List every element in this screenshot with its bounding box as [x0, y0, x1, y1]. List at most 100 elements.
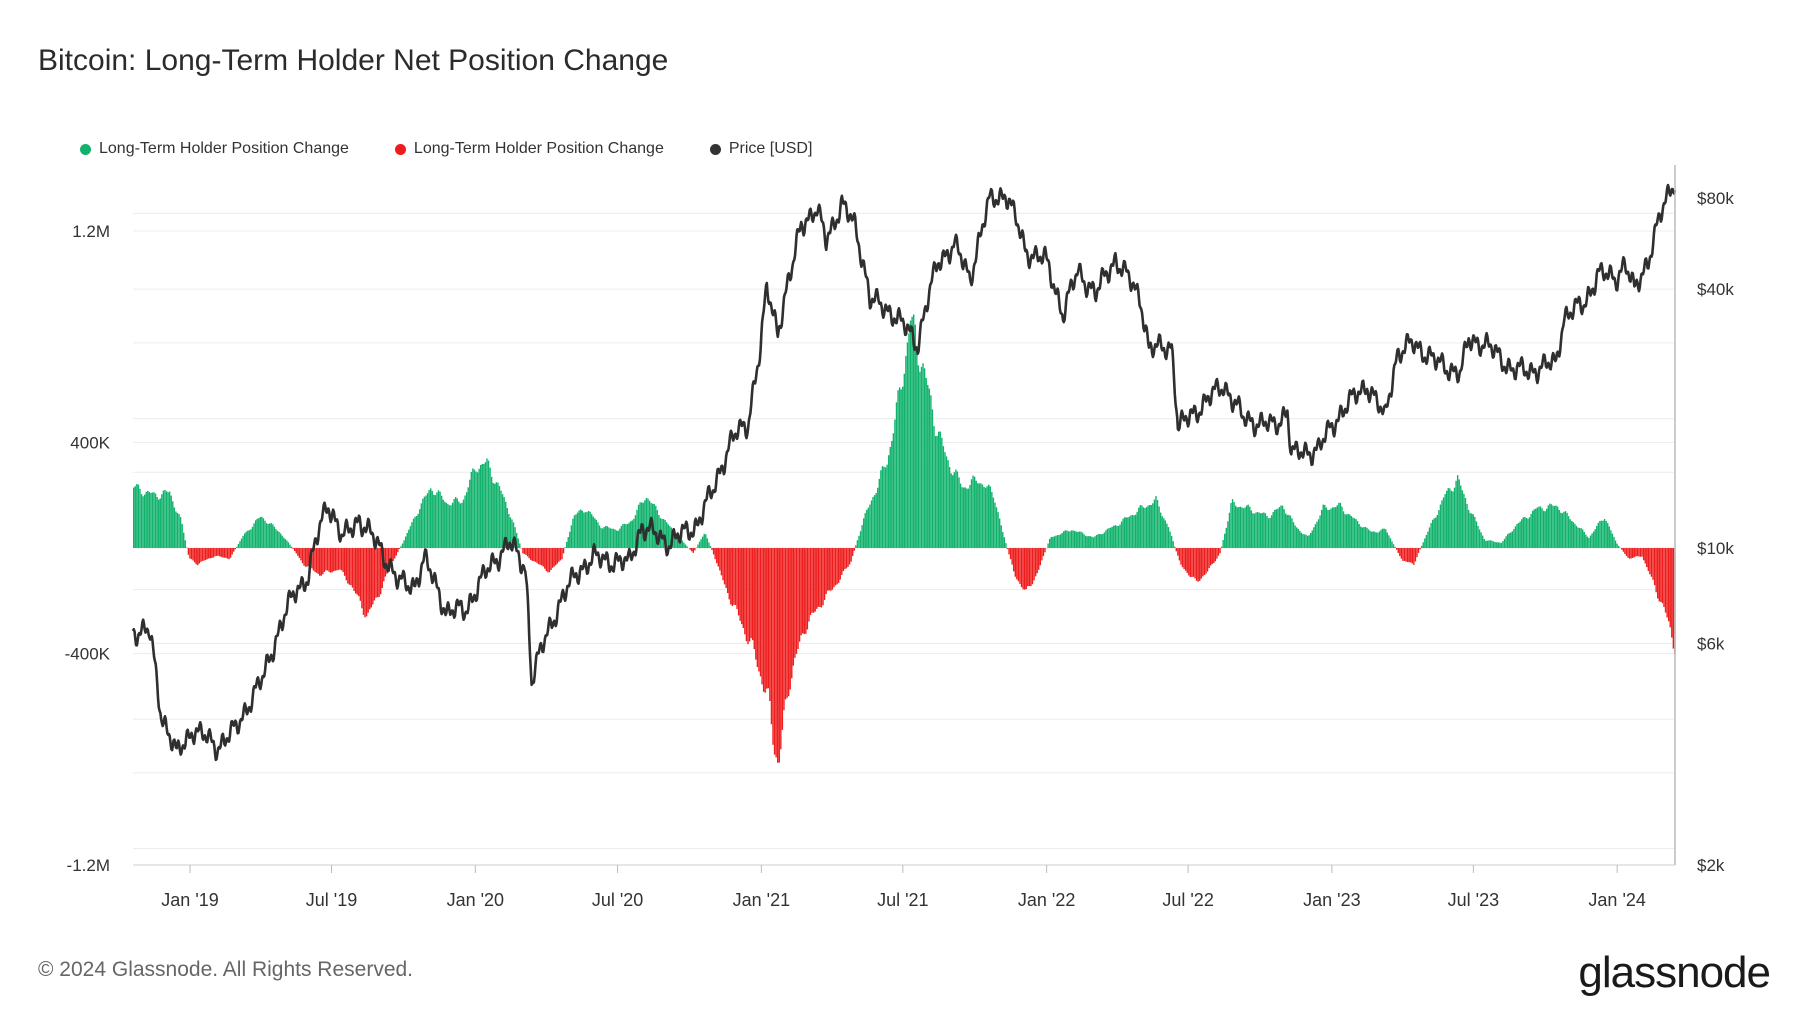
position-change-bar [573, 515, 576, 549]
position-change-bar [451, 502, 454, 549]
position-change-bar [551, 548, 554, 568]
position-change-bar [490, 476, 493, 549]
position-change-bar [786, 548, 788, 698]
position-change-bar [1578, 527, 1581, 549]
position-change-bar [647, 498, 649, 549]
position-change-bar [458, 501, 460, 549]
position-change-bar [870, 500, 873, 549]
x-tick-label: Jan '24 [1588, 890, 1645, 910]
position-change-bar [523, 548, 526, 555]
position-change-bar [1446, 490, 1448, 549]
position-change-bar [1258, 512, 1260, 549]
position-change-bar [1555, 505, 1557, 549]
position-change-bar [916, 345, 918, 549]
position-change-bar [558, 548, 560, 562]
position-change-bar [248, 530, 251, 549]
position-change-bar [1335, 507, 1337, 549]
legend-item-price[interactable]: Price [USD] [709, 140, 812, 158]
position-change-bar [1603, 518, 1606, 549]
position-change-bar [401, 543, 404, 549]
position-change-bar [254, 520, 257, 549]
position-change-bar [429, 488, 432, 549]
position-change-bar [251, 526, 254, 549]
position-change-bar [356, 548, 358, 595]
position-change-bar [1069, 531, 1071, 549]
position-change-bar [1261, 513, 1263, 549]
position-change-bar [1594, 529, 1596, 549]
position-change-bar [1236, 507, 1238, 549]
position-change-bar [1328, 509, 1331, 549]
position-change-bar [792, 548, 795, 666]
position-change-bar [1239, 506, 1242, 549]
position-change-bar [379, 548, 382, 595]
position-change-bar [667, 524, 669, 549]
position-change-bar [959, 483, 962, 549]
position-change-bar [1480, 532, 1482, 549]
position-change-bar [922, 363, 924, 549]
position-change-bar [1358, 524, 1360, 549]
position-change-bar [802, 548, 804, 634]
position-change-bar [1147, 505, 1149, 549]
position-change-bar [198, 548, 201, 564]
position-change-bar [1370, 531, 1373, 549]
position-change-bar [1320, 509, 1323, 549]
position-change-bar [340, 548, 343, 571]
position-change-bar [1471, 513, 1473, 549]
position-change-bar [1400, 548, 1403, 559]
position-change-bar [186, 547, 188, 549]
position-change-bar [437, 490, 440, 549]
legend-item-positive[interactable]: Long-Term Holder Position Change [80, 140, 349, 158]
position-change-bar [347, 548, 349, 584]
position-change-bar [1581, 529, 1584, 549]
position-change-bar [487, 460, 490, 549]
position-change-bar [934, 436, 937, 549]
position-change-bar [325, 548, 327, 571]
right-tick-label: $80k [1697, 189, 1734, 208]
position-change-bar [540, 548, 543, 566]
position-change-bar [273, 526, 276, 549]
position-change-bar [709, 546, 712, 549]
position-change-bar [894, 419, 896, 549]
position-change-bar [476, 472, 479, 549]
position-change-bar [301, 548, 304, 564]
position-change-bar [376, 548, 379, 598]
position-change-bar [1197, 548, 1199, 582]
position-change-bar [1291, 518, 1293, 549]
legend: Long-Term Holder Position Change Long-Te… [80, 140, 812, 158]
position-change-bar [1310, 532, 1312, 549]
position-change-bar [931, 409, 934, 549]
position-change-bar [1553, 505, 1556, 549]
legend-item-negative[interactable]: Long-Term Holder Position Change [394, 140, 664, 158]
position-change-bar [1214, 548, 1217, 562]
position-change-bar [883, 466, 885, 549]
position-change-bar [1524, 516, 1526, 549]
position-change-bar [1624, 548, 1626, 554]
position-change-bar [1439, 504, 1442, 549]
position-change-bar [473, 469, 476, 549]
position-change-bar [1460, 485, 1462, 549]
position-change-bar [272, 524, 274, 549]
x-tick-label: Jan '19 [161, 890, 218, 910]
position-change-bar [197, 548, 199, 566]
position-change-bar [1022, 548, 1024, 590]
position-change-bar [289, 544, 291, 549]
position-change-bar [1591, 533, 1593, 549]
position-change-bar [367, 548, 369, 613]
position-change-bar [1388, 535, 1390, 549]
position-change-bar [1277, 508, 1279, 549]
position-change-bar [206, 548, 208, 560]
position-change-bar [881, 466, 884, 549]
position-change-bar [1167, 527, 1170, 549]
position-change-bar [1517, 522, 1520, 549]
position-change-bar [595, 519, 598, 549]
position-change-bar [837, 548, 840, 583]
position-change-bar [220, 548, 222, 557]
position-change-bar [884, 467, 887, 549]
position-change-bar [717, 548, 720, 567]
position-change-bar [1294, 525, 1296, 549]
position-change-bar [426, 493, 429, 549]
position-change-bar [676, 536, 679, 549]
position-change-bar [1514, 526, 1517, 549]
position-change-bar [664, 520, 666, 549]
